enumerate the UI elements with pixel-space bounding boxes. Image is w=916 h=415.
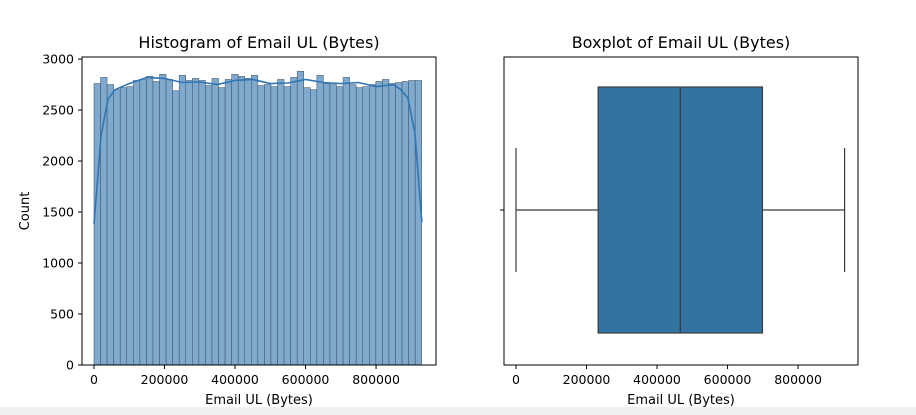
histogram-bar [133,80,141,366]
histogram-bar [375,81,383,366]
histogram-bar [185,80,193,366]
histogram-bar [224,79,232,366]
y-tick-label: 2500 [42,103,74,118]
y-tick-label: 3000 [42,52,74,67]
x-tick-label: 600000 [704,372,752,387]
histogram-x-ticks: 0 200000 400000 600000 800000 [90,365,400,387]
histogram-bar [178,75,186,366]
histogram-bars [93,71,422,366]
histogram-bar [211,78,219,366]
histogram-bar [152,81,160,366]
histogram-bar [237,76,245,366]
boxplot-axes-frame [503,56,859,366]
histogram-bar [277,79,285,366]
y-tick-label: 2000 [42,154,74,169]
histogram-bar [388,83,396,366]
histogram-bar [329,84,337,366]
boxplot-title: Boxplot of Email UL (Bytes) [572,33,791,52]
histogram-bar [296,71,304,366]
histogram-panel: Histogram of Email UL (Bytes) 0 200000 400… [18,33,437,408]
histogram-y-ticks: 0 500 1000 1500 2000 2500 3000 [42,52,82,373]
kde-line [93,76,423,225]
histogram-bar [165,79,173,366]
histogram-bar [395,82,403,366]
histogram-bar [336,86,344,366]
histogram-axes-frame [81,56,437,366]
histogram-bar [244,78,252,366]
histogram-bar [414,80,422,366]
histogram-bar [257,85,265,366]
histogram-bar [198,80,206,366]
boxplot-elements [515,86,846,334]
histogram-bar [270,86,278,366]
histogram-bar [303,87,311,366]
histogram-bar [126,86,134,366]
histogram-bar [283,86,291,366]
histogram-bar [139,79,147,366]
x-tick-label: 800000 [352,372,400,387]
bottom-strip [0,407,916,415]
x-tick-label: 0 [90,372,98,387]
y-tick-label: 500 [50,307,74,322]
histogram-bar [205,85,213,366]
histogram-bar [369,84,377,366]
y-tick-label: 1500 [42,205,74,220]
histogram-bar [362,86,370,366]
x-tick-label: 400000 [633,372,681,387]
histogram-bar [323,83,331,366]
histogram-bar [290,77,298,366]
histogram-bar [316,75,324,366]
boxplot-x-ticks: 0 200000 400000 600000 800000 [512,365,822,387]
histogram-bar [113,89,121,366]
histogram-bar [382,79,390,366]
boxplot-x-label: Email UL (Bytes) [627,393,735,408]
y-tick-label: 0 [66,358,74,373]
histogram-bar [355,87,363,366]
x-tick-label: 200000 [563,372,611,387]
histogram-title: Histogram of Email UL (Bytes) [138,33,379,52]
histogram-bar [342,77,350,366]
histogram-bar [172,90,180,366]
histogram-bar [408,80,416,366]
histogram-bar [401,81,409,366]
x-tick-label: 0 [512,372,520,387]
histogram-bar [231,74,239,366]
histogram-bar [93,83,101,366]
histogram-bar [251,75,259,366]
histogram-y-label: Count [18,192,33,231]
histogram-bar [349,84,357,366]
histogram-bar [264,84,272,366]
histogram-bar [159,74,167,366]
y-tick-label: 1000 [42,256,74,271]
histogram-bar [146,76,154,366]
x-tick-label: 600000 [282,372,330,387]
histogram-bar [119,87,128,366]
x-tick-label: 400000 [211,372,259,387]
boxplot-panel: Boxplot of Email UL (Bytes) 0 200000 40000… [500,33,859,408]
histogram-bar [192,78,200,366]
histogram-bar [218,87,226,366]
histogram-x-label: Email UL (Bytes) [205,393,313,408]
x-tick-label: 800000 [774,372,822,387]
histogram-bar [106,84,114,366]
histogram-bar [310,89,318,366]
x-tick-label: 200000 [141,372,189,387]
